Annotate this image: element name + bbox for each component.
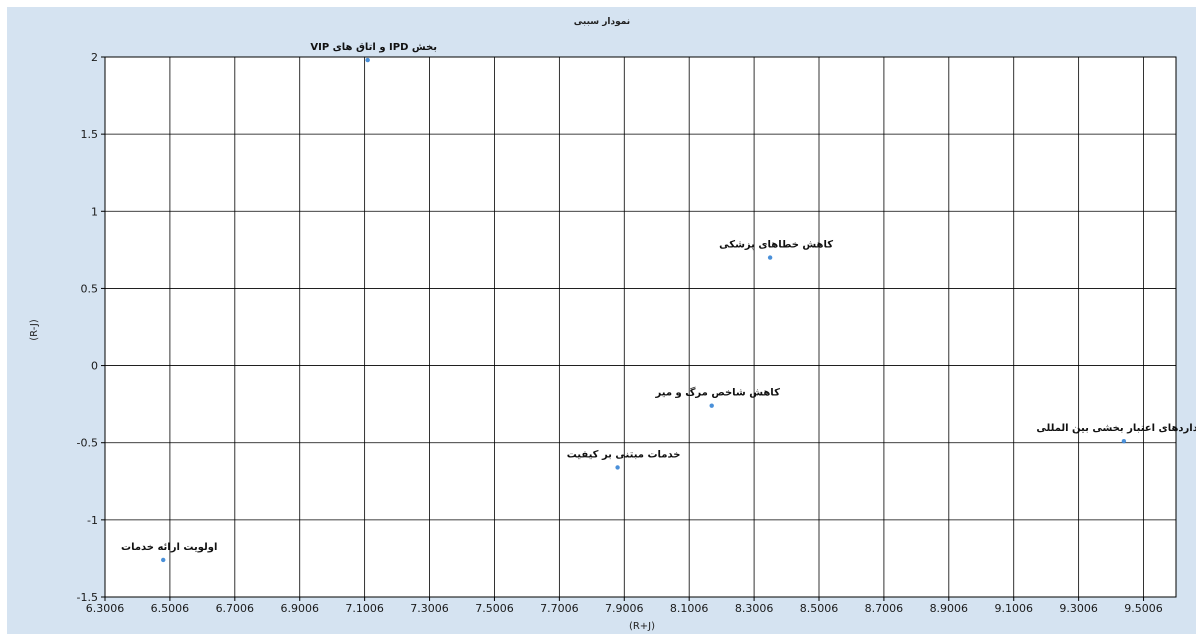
y-tick-label: 2 bbox=[91, 51, 98, 64]
data-point-label: کاهش خطاهای پزشکی bbox=[719, 240, 833, 251]
x-axis-title: (R+J) bbox=[629, 621, 655, 632]
x-tick-label: 6.9006 bbox=[280, 602, 319, 615]
x-tick-label: 7.1006 bbox=[345, 602, 384, 615]
x-tick-label: 6.3006 bbox=[86, 602, 125, 615]
x-tick-label: 6.7006 bbox=[216, 602, 255, 615]
x-tick-label: 8.9006 bbox=[930, 602, 969, 615]
x-tick-label: 6.5006 bbox=[151, 602, 190, 615]
data-point-label: استانداردهای اعتبار بخشی بین المللی bbox=[1036, 423, 1196, 434]
gridlines bbox=[101, 56, 1176, 601]
plot-area bbox=[104, 56, 1177, 598]
data-point-label: اولویت ارائه خدمات bbox=[121, 542, 217, 553]
y-tick-label: 1 bbox=[91, 205, 98, 218]
data-point-label: کاهش شاخص مرگ و میر bbox=[655, 386, 781, 399]
y-tick-label: 0 bbox=[91, 360, 98, 373]
tick-labels: 6.3006 6.5006 6.7006 6.9006 7.1006 7.3006 7.50… bbox=[77, 51, 1163, 615]
y-axis-title: (R-J) bbox=[29, 319, 40, 341]
x-tick-label: 7.7006 bbox=[540, 602, 579, 615]
chart-frame: نمودار سببی 6.3006 6.5006 6.7006 6.9006 7.10… bbox=[7, 7, 1196, 634]
y-tick-label: -1 bbox=[87, 514, 98, 527]
x-tick-label: 7.5006 bbox=[475, 602, 514, 615]
x-tick-label: 9.1006 bbox=[994, 602, 1033, 615]
y-tick-label: 0.5 bbox=[81, 282, 99, 295]
x-tick-label: 8.7006 bbox=[865, 602, 904, 615]
chart-title: نمودار سببی bbox=[574, 17, 630, 27]
data-point bbox=[709, 403, 714, 408]
scatter-chart: نمودار سببی 6.3006 6.5006 6.7006 6.9006 7.10… bbox=[29, 17, 1196, 632]
data-point-label: خدمات مبتنی بر کیفیت bbox=[567, 449, 681, 460]
y-tick-label: -0.5 bbox=[77, 437, 98, 450]
data-point bbox=[615, 465, 620, 470]
y-tick-label: 1.5 bbox=[81, 128, 99, 141]
x-tick-label: 7.9006 bbox=[605, 602, 644, 615]
data-points bbox=[161, 57, 1127, 563]
x-tick-label: 8.5006 bbox=[800, 602, 839, 615]
data-point bbox=[1121, 438, 1127, 444]
x-tick-label: 9.5006 bbox=[1124, 602, 1163, 615]
data-point-label: VIP و اتاق های IPD بخش bbox=[310, 42, 437, 53]
x-tick-label: 7.3006 bbox=[410, 602, 449, 615]
data-point bbox=[767, 255, 773, 260]
point-labels: VIP و اتاق های IPD بخش کاهش خطاهای پزشکی ک… bbox=[121, 42, 1196, 553]
x-tick-label: 8.3006 bbox=[735, 602, 774, 615]
data-point bbox=[161, 557, 166, 563]
x-tick-label: 9.3006 bbox=[1059, 602, 1098, 615]
x-tick-label: 8.1006 bbox=[670, 602, 709, 615]
y-tick-label: -1.5 bbox=[77, 591, 98, 604]
data-point bbox=[365, 57, 370, 63]
